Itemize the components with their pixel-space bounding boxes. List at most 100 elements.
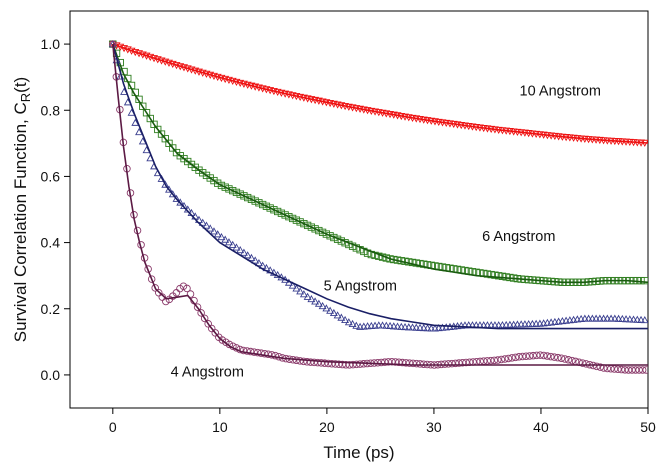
data-point — [448, 359, 456, 368]
x-tick-label: 30 — [426, 419, 442, 435]
data-point — [157, 130, 166, 138]
data-point — [628, 366, 636, 374]
data-point — [299, 290, 308, 298]
data-point — [508, 354, 516, 362]
data-point — [303, 221, 312, 230]
data-point — [416, 360, 424, 368]
data-point — [281, 211, 289, 219]
data-point — [225, 340, 234, 349]
data-point — [228, 240, 237, 248]
data-point — [239, 248, 248, 256]
data-point — [356, 360, 364, 368]
data-point — [490, 356, 499, 365]
data-point — [292, 216, 301, 224]
data-point — [637, 315, 646, 323]
data-point — [193, 303, 202, 311]
y-tick-label: 0.0 — [41, 367, 61, 383]
data-point — [251, 197, 259, 205]
data-point — [491, 271, 499, 279]
data-point — [584, 314, 593, 322]
data-point — [617, 365, 626, 374]
data-point — [391, 358, 400, 366]
data-point — [338, 360, 347, 369]
plot-area — [108, 39, 648, 374]
data-point — [296, 287, 305, 295]
data-point — [393, 322, 402, 330]
data-point — [318, 228, 327, 236]
data-point — [504, 354, 513, 363]
data-point — [373, 358, 382, 367]
data-point — [195, 166, 203, 174]
data-point — [221, 235, 230, 243]
data-point — [401, 322, 409, 331]
data-point — [232, 188, 241, 197]
data-point — [131, 118, 140, 126]
data-point — [255, 199, 263, 207]
data-point — [296, 218, 304, 226]
data-point — [557, 354, 566, 362]
data-point — [621, 366, 629, 374]
data-point — [236, 245, 245, 254]
y-tick-label: 1.0 — [41, 36, 61, 52]
data-point — [172, 194, 181, 202]
data-point — [200, 314, 209, 323]
data-point — [378, 321, 387, 329]
data-point — [412, 359, 421, 368]
x-axis-label: Time (ps) — [323, 443, 394, 462]
data-point — [522, 352, 530, 360]
data-point — [139, 102, 147, 110]
x-tick-label: 50 — [640, 419, 656, 435]
data-point — [244, 193, 252, 202]
data-point — [236, 190, 244, 198]
data-point — [318, 301, 327, 310]
data-point — [635, 366, 643, 374]
data-point — [614, 365, 622, 374]
data-point — [384, 358, 393, 366]
x-tick-label: 10 — [212, 419, 228, 435]
data-point — [404, 323, 413, 331]
data-point — [161, 135, 169, 143]
data-point — [618, 314, 627, 323]
data-point — [257, 349, 265, 357]
data-point — [631, 366, 640, 374]
data-point — [269, 268, 278, 276]
data-point — [382, 321, 391, 329]
data-point — [186, 290, 195, 298]
data-point — [547, 352, 555, 361]
data-point — [596, 363, 605, 371]
y-axis-label: Survival Correlation Function, CR(t) — [11, 77, 33, 342]
data-point — [525, 352, 534, 360]
data-point — [441, 360, 449, 368]
data-point — [303, 292, 312, 300]
data-point — [451, 359, 460, 368]
data-point — [307, 223, 316, 231]
series-6-angstrom — [109, 40, 648, 286]
series-annotation: 4 Angstrom — [171, 365, 244, 381]
data-point — [142, 109, 151, 117]
data-point — [588, 314, 597, 322]
data-point — [210, 176, 218, 185]
data-point — [395, 358, 403, 367]
data-point — [416, 323, 424, 331]
data-point — [529, 351, 537, 360]
data-point — [408, 323, 417, 331]
data-point — [345, 361, 354, 369]
data-point — [599, 314, 608, 322]
y-tick-label: 0.4 — [41, 235, 61, 251]
data-point — [198, 218, 207, 226]
data-point — [405, 359, 414, 367]
data-point — [151, 284, 159, 292]
data-point — [271, 351, 280, 360]
data-point — [154, 125, 162, 134]
data-point — [246, 347, 255, 356]
data-point — [331, 360, 340, 368]
data-point — [270, 206, 278, 214]
data-point — [292, 284, 301, 292]
data-point — [311, 297, 320, 305]
data-point — [374, 321, 383, 329]
data-point — [561, 355, 569, 363]
data-point — [247, 195, 256, 203]
data-point — [342, 361, 350, 369]
data-point — [285, 213, 293, 221]
